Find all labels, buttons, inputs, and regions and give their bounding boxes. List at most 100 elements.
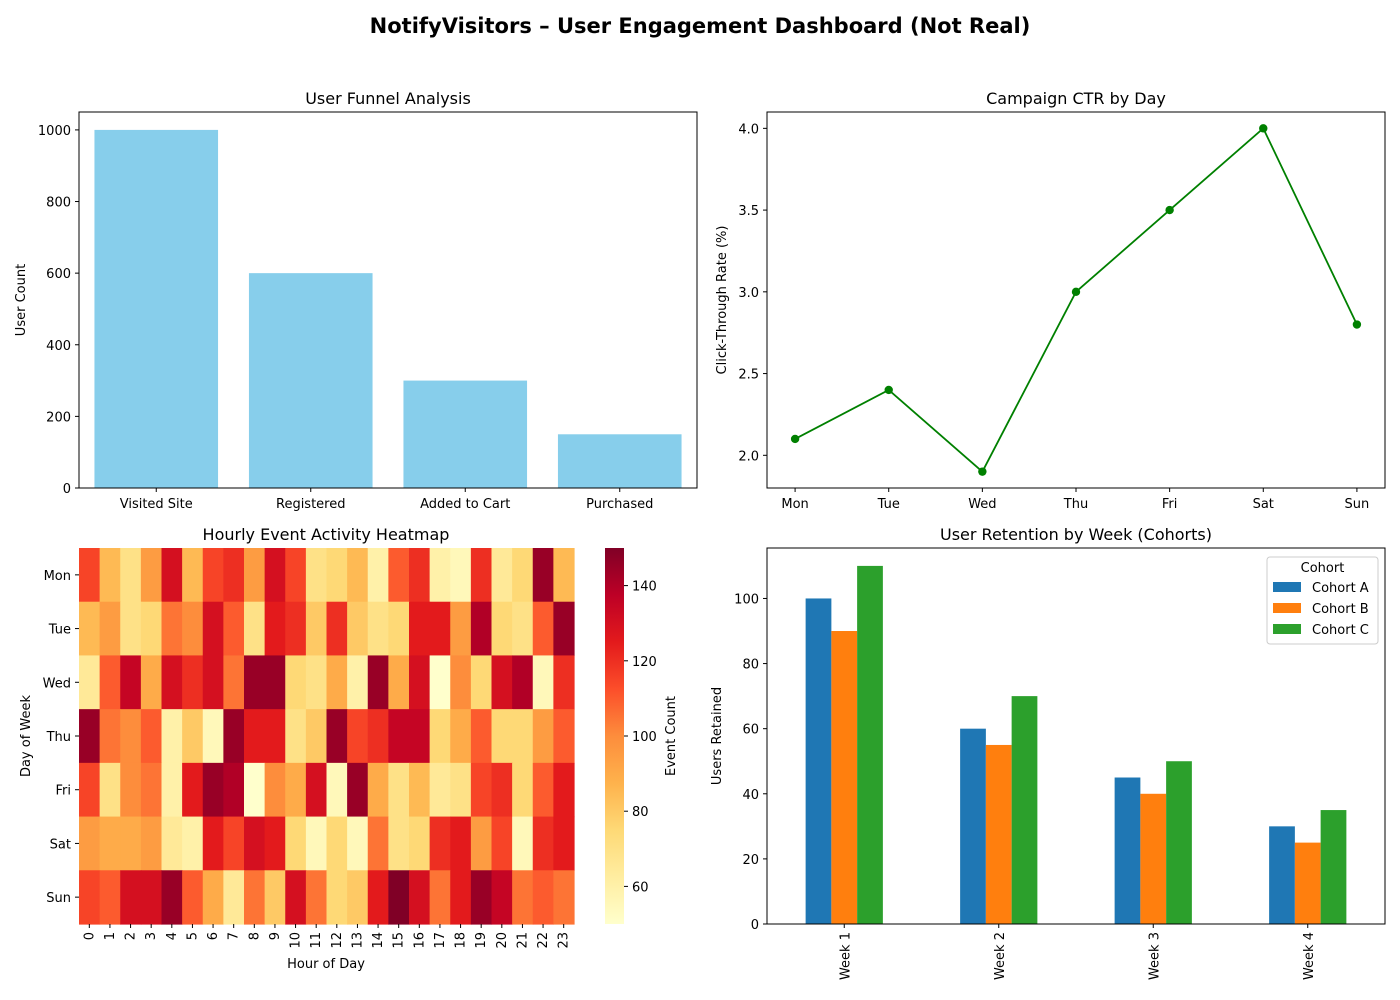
heatmap-cell	[120, 655, 142, 710]
heatmap-cell	[388, 762, 410, 818]
heatmap-cell	[409, 548, 431, 603]
legend-title: Cohort	[1301, 561, 1345, 576]
heatmap-cell	[532, 709, 554, 764]
heatmap-cell	[553, 870, 575, 925]
heatmap-cell	[285, 548, 307, 603]
x-tick-label: Week 1	[838, 932, 853, 980]
heatmap-cell	[140, 762, 163, 818]
y-tick-label: 40	[742, 788, 759, 803]
heatmap-cell	[491, 870, 513, 925]
x-tick-label: 20	[495, 932, 510, 949]
y-tick-label: 2.5	[738, 368, 759, 383]
heatmap-cell	[491, 709, 513, 764]
heatmap-cell	[409, 762, 431, 818]
heatmap-cell	[285, 762, 307, 818]
heatmap-cell	[367, 709, 389, 764]
y-tick-label: 60	[742, 723, 759, 738]
heatmap-cell	[140, 870, 163, 925]
heatmap-cell	[367, 548, 389, 603]
x-tick-label: 4	[165, 932, 180, 940]
heatmap-cell	[470, 548, 493, 603]
x-tick-label: 6	[206, 932, 221, 940]
heatmap-cell	[79, 655, 101, 710]
x-tick-label: Fri	[1162, 497, 1178, 512]
heatmap-cell	[470, 816, 493, 871]
heatmap-cell	[305, 601, 328, 657]
colorbar-tick-label: 140	[632, 580, 657, 595]
heatmap-cell	[512, 762, 534, 818]
heatmap-cell	[450, 762, 472, 818]
heatmap-cell	[244, 655, 266, 710]
heatmap-cell	[140, 816, 163, 871]
x-tick-label: 2	[124, 932, 139, 940]
heatmap-cell	[367, 816, 389, 871]
heatmap-cell	[264, 816, 286, 871]
heatmap-cell	[409, 816, 431, 871]
heatmap-cell	[264, 870, 286, 925]
heatmap-cell	[202, 548, 224, 603]
y-tick-label: 2.0	[738, 449, 759, 464]
retention-bar	[805, 598, 832, 924]
heatmap-cell	[367, 762, 389, 818]
heatmap-cell	[223, 655, 245, 710]
funnel-bar	[94, 129, 219, 488]
heatmap-cell	[409, 601, 431, 657]
retention-bar	[1320, 810, 1347, 924]
funnel-y-axis-label: User Count	[14, 264, 29, 336]
heatmap-cell	[367, 655, 389, 710]
heatmap-cell	[532, 548, 554, 603]
y-tick-label: 100	[734, 592, 759, 607]
heatmap-cell	[285, 709, 307, 764]
heatmap-cell	[388, 870, 410, 925]
x-tick-label: Week 2	[993, 932, 1008, 980]
y-tick-label: 0	[751, 918, 759, 933]
heatmap-y-axis-label: Day of Week	[19, 694, 34, 777]
retention-bar	[985, 744, 1012, 924]
heatmap-cell	[553, 762, 575, 818]
legend-label: Cohort A	[1312, 581, 1369, 596]
x-tick-label: Tue	[877, 497, 900, 512]
retention-chart: User Retention by Week (Cohorts) Users R…	[710, 525, 1386, 980]
x-tick-label: Sat	[1253, 497, 1274, 512]
heatmap-cell	[532, 655, 554, 710]
heatmap-cell	[367, 870, 389, 925]
y-tick-label: Sat	[50, 837, 71, 852]
heatmap-cell	[305, 709, 328, 764]
x-tick-label: 14	[371, 932, 386, 949]
heatmap-cell	[161, 548, 183, 603]
ctr-point	[790, 434, 800, 444]
x-tick-label: 7	[227, 932, 242, 940]
heatmap-cell	[388, 816, 410, 871]
y-tick-label: 80	[742, 658, 759, 673]
heatmap-cell	[223, 870, 245, 925]
x-tick-label: 9	[268, 932, 283, 940]
heatmap-cell	[264, 548, 286, 603]
heatmap-cell	[388, 548, 410, 603]
funnel-chart: User Funnel Analysis User Count Visited …	[14, 89, 698, 512]
heatmap-cell	[388, 601, 410, 657]
heatmap-cell	[264, 655, 286, 710]
heatmap-cell	[99, 548, 121, 603]
heatmap-cell	[182, 870, 204, 925]
heatmap-cell	[409, 655, 431, 710]
heatmap-cell	[532, 762, 554, 818]
colorbar-label: Event Count	[664, 696, 679, 776]
x-tick-label: Week 3	[1147, 932, 1162, 980]
legend-swatch	[1273, 582, 1301, 592]
heatmap-cell	[244, 601, 266, 657]
legend-box	[1266, 556, 1379, 645]
heatmap-cell	[470, 709, 493, 764]
heatmap-cell	[532, 601, 554, 657]
x-tick-label: 22	[536, 932, 551, 949]
heatmap-cell	[120, 816, 142, 871]
heatmap-cell	[429, 548, 451, 603]
heatmap-cell	[223, 548, 245, 603]
heatmap-cell	[367, 601, 389, 657]
funnel-bar	[248, 273, 373, 488]
heatmap-x-axis-label: Hour of Day	[287, 957, 365, 972]
heatmap-cell	[161, 601, 183, 657]
ctr-point	[1259, 124, 1268, 133]
ctr-point	[1071, 287, 1081, 297]
x-tick-label: Thu	[1063, 497, 1088, 512]
